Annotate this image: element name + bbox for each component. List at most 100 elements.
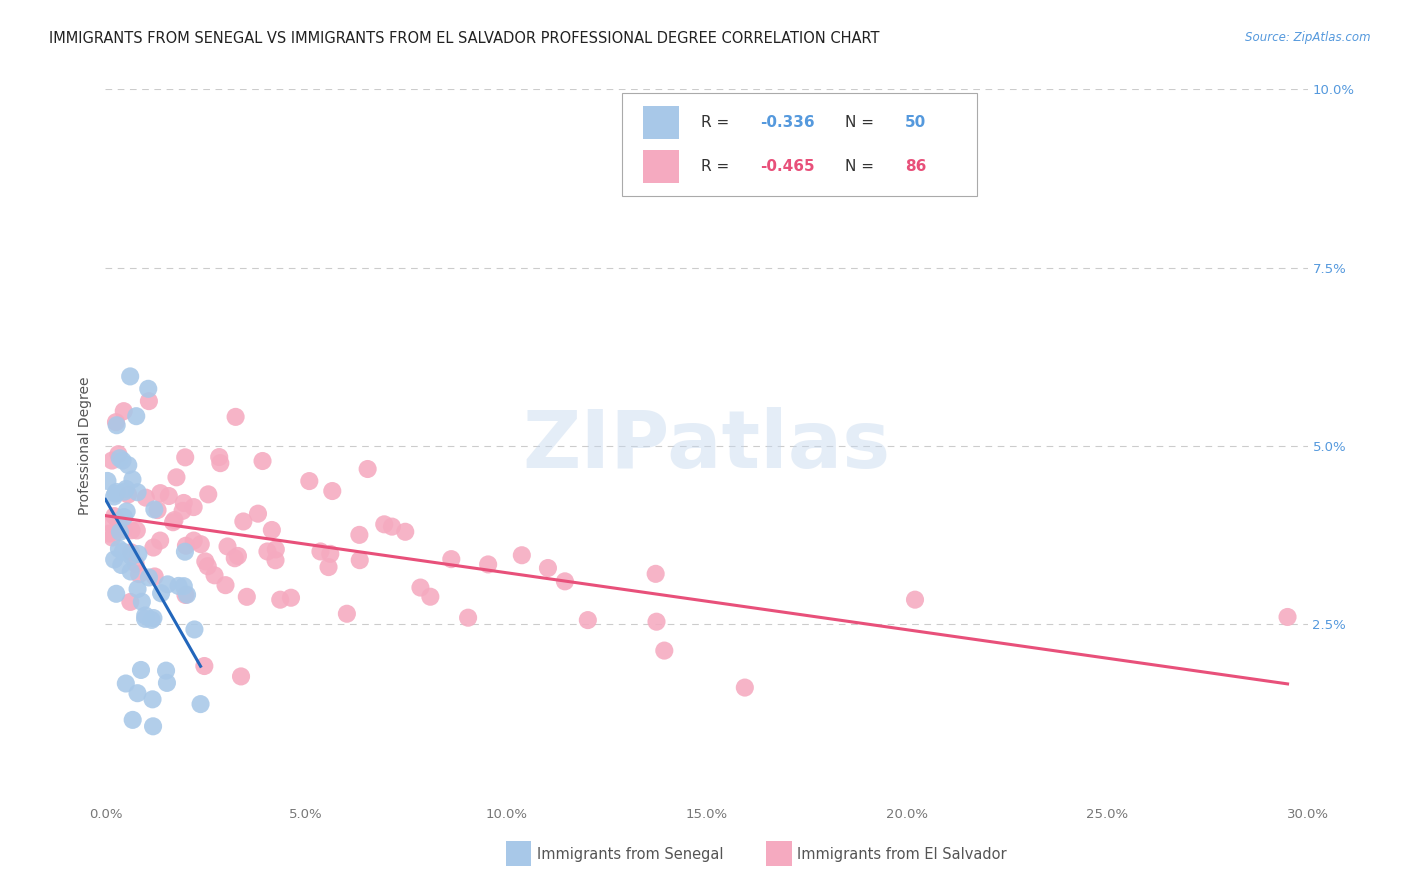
- Point: [174, 588, 197, 602]
- Point: [149, 486, 172, 500]
- Point: [173, 579, 195, 593]
- Point: [107, 447, 129, 461]
- Point: [373, 517, 395, 532]
- Point: [114, 676, 136, 690]
- Point: [197, 559, 219, 574]
- Point: [146, 503, 169, 517]
- Point: [149, 533, 172, 548]
- Point: [128, 567, 150, 582]
- Point: [131, 595, 153, 609]
- Point: [127, 686, 149, 700]
- Point: [204, 568, 226, 582]
- Point: [190, 537, 212, 551]
- Point: [309, 544, 332, 558]
- Point: [232, 515, 254, 529]
- Point: [155, 664, 177, 678]
- Text: R =: R =: [700, 115, 734, 130]
- Point: [321, 483, 343, 498]
- Point: [120, 595, 142, 609]
- Text: N =: N =: [845, 159, 879, 174]
- Point: [197, 487, 219, 501]
- Point: [136, 382, 159, 396]
- Point: [156, 577, 179, 591]
- Point: [108, 451, 131, 466]
- Point: [172, 504, 194, 518]
- Point: [100, 516, 122, 531]
- Point: [336, 607, 359, 621]
- Point: [138, 394, 160, 409]
- Point: [105, 418, 128, 433]
- Point: [183, 500, 205, 514]
- Point: [269, 592, 291, 607]
- Point: [252, 454, 274, 468]
- Point: [173, 496, 195, 510]
- Point: [121, 523, 143, 537]
- Point: [103, 490, 125, 504]
- Point: [121, 472, 143, 486]
- Point: [141, 613, 163, 627]
- Point: [115, 504, 138, 518]
- Point: [120, 549, 142, 564]
- Point: [256, 544, 278, 558]
- Point: [576, 613, 599, 627]
- Point: [112, 522, 135, 536]
- Point: [904, 592, 927, 607]
- Point: [112, 404, 135, 418]
- Point: [174, 539, 197, 553]
- Point: [120, 565, 142, 579]
- Point: [229, 669, 252, 683]
- Point: [209, 456, 232, 470]
- Point: [381, 519, 404, 533]
- Point: [115, 482, 138, 496]
- Point: [163, 513, 186, 527]
- Point: [510, 548, 533, 562]
- Point: [734, 681, 756, 695]
- Point: [225, 409, 247, 424]
- Point: [101, 453, 124, 467]
- Point: [419, 590, 441, 604]
- Point: [318, 560, 340, 574]
- Point: [409, 581, 432, 595]
- Point: [138, 570, 160, 584]
- Point: [134, 608, 156, 623]
- Point: [193, 659, 215, 673]
- Point: [183, 623, 205, 637]
- Text: 50: 50: [905, 115, 927, 130]
- Point: [98, 526, 121, 541]
- Text: ZIPatlas: ZIPatlas: [523, 407, 890, 485]
- Point: [190, 697, 212, 711]
- Point: [174, 544, 197, 558]
- Point: [105, 485, 128, 500]
- Point: [246, 507, 269, 521]
- Text: R =: R =: [700, 159, 734, 174]
- Point: [114, 484, 136, 499]
- Point: [111, 453, 134, 467]
- Point: [280, 591, 302, 605]
- Point: [236, 590, 259, 604]
- Point: [142, 719, 165, 733]
- Point: [127, 582, 149, 596]
- Point: [143, 502, 166, 516]
- Point: [120, 369, 142, 384]
- Point: [108, 524, 131, 539]
- Point: [112, 510, 135, 524]
- Point: [143, 569, 166, 583]
- Point: [141, 692, 163, 706]
- Text: IMMIGRANTS FROM SENEGAL VS IMMIGRANTS FROM EL SALVADOR PROFESSIONAL DEGREE CORRE: IMMIGRANTS FROM SENEGAL VS IMMIGRANTS FR…: [49, 31, 880, 46]
- Point: [121, 713, 143, 727]
- Text: Immigrants from Senegal: Immigrants from Senegal: [537, 847, 724, 862]
- Point: [554, 574, 576, 589]
- Point: [105, 587, 128, 601]
- Point: [96, 474, 118, 488]
- Text: N =: N =: [845, 115, 879, 130]
- Point: [107, 514, 129, 528]
- Point: [652, 643, 675, 657]
- Point: [110, 558, 132, 572]
- Point: [104, 415, 127, 429]
- Point: [477, 558, 499, 572]
- Point: [645, 615, 668, 629]
- Point: [150, 586, 173, 600]
- Point: [356, 462, 378, 476]
- Point: [394, 524, 416, 539]
- Y-axis label: Professional Degree: Professional Degree: [79, 376, 93, 516]
